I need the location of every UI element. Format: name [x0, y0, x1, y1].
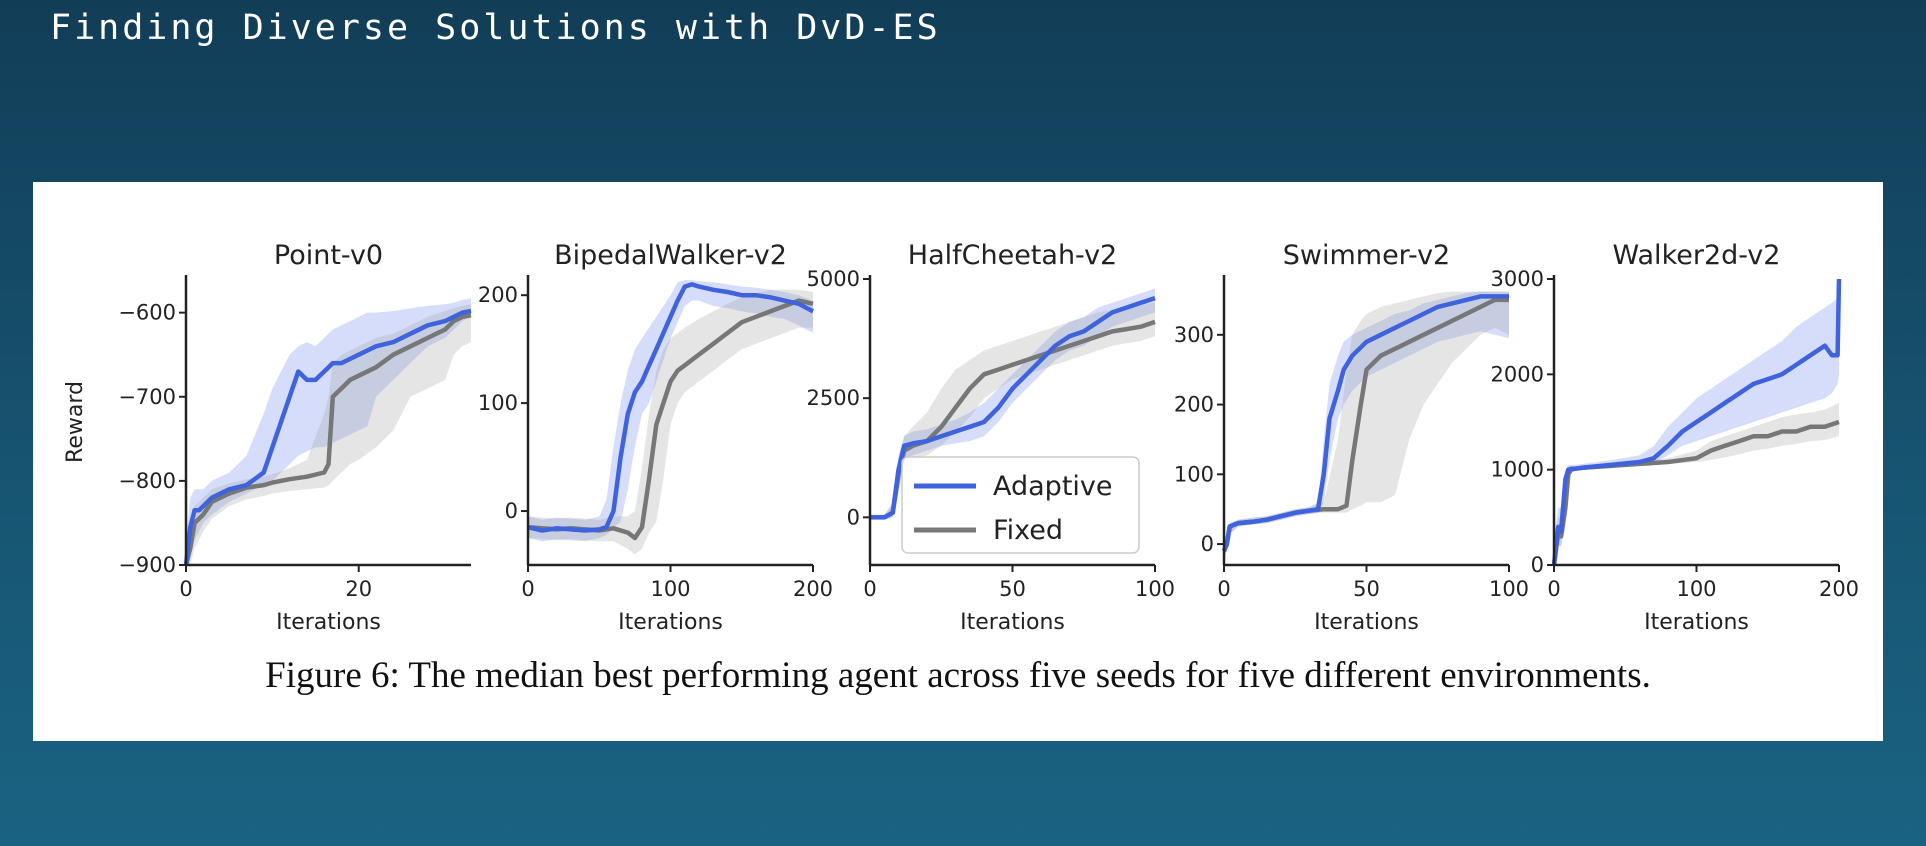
- series-line-adaptive-point-v0: [183, 308, 472, 566]
- legend-label-fixed: Fixed: [993, 515, 1063, 546]
- series-line-adaptive-halfcheetah-v2: [870, 295, 1156, 520]
- figure-caption: Figure 6: The median best performing age…: [265, 655, 1651, 696]
- y-tick-label-point-v0: −600: [118, 301, 176, 325]
- band-fixed-halfcheetah-v2: [870, 302, 1155, 520]
- subplot-halfcheetah-v2: 0 50 100 0 2500 5000 HalfCheetah-v2 Iterations: [807, 240, 1176, 635]
- y-tick-label-point-v0: −800: [118, 469, 176, 493]
- x-axis-label-point-v0: Iterations: [276, 610, 381, 635]
- subplot-title-point-v0: Point-v0: [274, 240, 383, 271]
- band-fixed-bipedalwalker-v2: [528, 289, 813, 555]
- subplot-walker2d-v2: 0 100 2000100020003000Walker2d-v2Iteration…: [1491, 240, 1860, 635]
- x-tick-label-bipedalwalker-v2: 200: [793, 577, 833, 601]
- y-tick-label-halfcheetah-v2: 5000: [807, 267, 860, 291]
- subplot-point-v0: 0 20 −900 −800 −700 −600 Point-v0 Iterations Rew…: [63, 240, 472, 635]
- y-tick-label-swimmer-v2: 0: [1201, 532, 1214, 556]
- legend: Adaptive Fixed: [901, 456, 1140, 554]
- x-axis-label-swimmer-v2: Iterations: [1314, 610, 1419, 635]
- y-tick-label-bipedalwalker-v2: 200: [478, 283, 518, 307]
- x-axis-label-bipedalwalker-v2: Iterations: [618, 610, 723, 635]
- slide-title: Finding Diverse Solutions with DvD-ES: [50, 8, 941, 48]
- x-tick-label-bipedalwalker-v2: 0: [521, 577, 534, 601]
- x-axis-label-walker2d-v2: Iterations: [1644, 610, 1749, 635]
- series-line-adaptive-swimmer-v2: [1221, 294, 1509, 552]
- y-tick-label-bipedalwalker-v2: 0: [505, 499, 518, 523]
- y-tick-label-swimmer-v2: 300: [1174, 323, 1214, 347]
- series-line-fixed-point-v0: [183, 312, 472, 566]
- subplot-title-halfcheetah-v2: HalfCheetah-v2: [908, 240, 1117, 271]
- x-tick-label-swimmer-v2: 0: [1217, 577, 1230, 601]
- subplot-swimmer-v2: 0 50 100 0 100 200 300 Swimmer-v2 Iterations: [1174, 240, 1529, 635]
- y-tick-label-swimmer-v2: 200: [1174, 393, 1214, 417]
- series-line-adaptive-walker2d-v2: [1551, 278, 1842, 566]
- y-tick-label-walker2d-v2: 3000: [1491, 267, 1544, 291]
- x-tick-label-swimmer-v2: 100: [1489, 577, 1529, 601]
- subplot-title-bipedalwalker-v2: BipedalWalker-v2: [554, 240, 787, 271]
- y-tick-label-halfcheetah-v2: 2500: [807, 386, 860, 410]
- band-adaptive-halfcheetah-v2: [870, 288, 1155, 520]
- x-tick-label-halfcheetah-v2: 0: [863, 577, 876, 601]
- x-tick-label-halfcheetah-v2: 100: [1135, 577, 1175, 601]
- figure-charts: 0 20 −900 −800 −700 −600 Point-v0 Iterations Rew…: [63, 240, 1860, 635]
- y-tick-label-walker2d-v2: 1000: [1491, 458, 1544, 482]
- x-tick-label-swimmer-v2: 50: [1353, 577, 1380, 601]
- y-tick-label-point-v0: −700: [118, 385, 176, 409]
- band-fixed-walker2d-v2: [1554, 402, 1839, 565]
- series-line-adaptive-bipedalwalker-v2: [527, 282, 815, 533]
- subplot-title-walker2d-v2: Walker2d-v2: [1613, 240, 1781, 271]
- y-tick-label-point-v0: −900: [118, 553, 176, 577]
- x-tick-label-walker2d-v2: 200: [1819, 577, 1859, 601]
- x-tick-label-point-v0: 0: [179, 577, 192, 601]
- subplot-bipedalwalker-v2: 0 100 200 0 100 200 BipedalWalker-v2 Iterations: [478, 240, 833, 635]
- x-tick-label-walker2d-v2: 100: [1676, 577, 1716, 601]
- y-tick-label-swimmer-v2: 100: [1174, 462, 1214, 486]
- x-axis-label-halfcheetah-v2: Iterations: [960, 610, 1065, 635]
- x-tick-label-halfcheetah-v2: 50: [999, 577, 1026, 601]
- band-fixed-swimmer-v2: [1224, 291, 1509, 558]
- y-tick-label-walker2d-v2: 0: [1531, 553, 1544, 577]
- y-tick-label-walker2d-v2: 2000: [1491, 362, 1544, 386]
- series-line-fixed-walker2d-v2: [1551, 419, 1840, 566]
- x-tick-label-walker2d-v2: 0: [1547, 577, 1560, 601]
- legend-label-adaptive: Adaptive: [993, 471, 1113, 502]
- y-tick-label-halfcheetah-v2: 0: [847, 505, 860, 529]
- x-tick-label-bipedalwalker-v2: 100: [650, 577, 690, 601]
- subplot-title-swimmer-v2: Swimmer-v2: [1283, 240, 1450, 271]
- y-axis-label-point-v0: Reward: [63, 381, 88, 463]
- x-tick-label-point-v0: 20: [345, 577, 372, 601]
- y-tick-label-bipedalwalker-v2: 100: [478, 391, 518, 415]
- figure-panel: 0 20 −900 −800 −700 −600 Point-v0 Iterations Rew…: [33, 182, 1883, 741]
